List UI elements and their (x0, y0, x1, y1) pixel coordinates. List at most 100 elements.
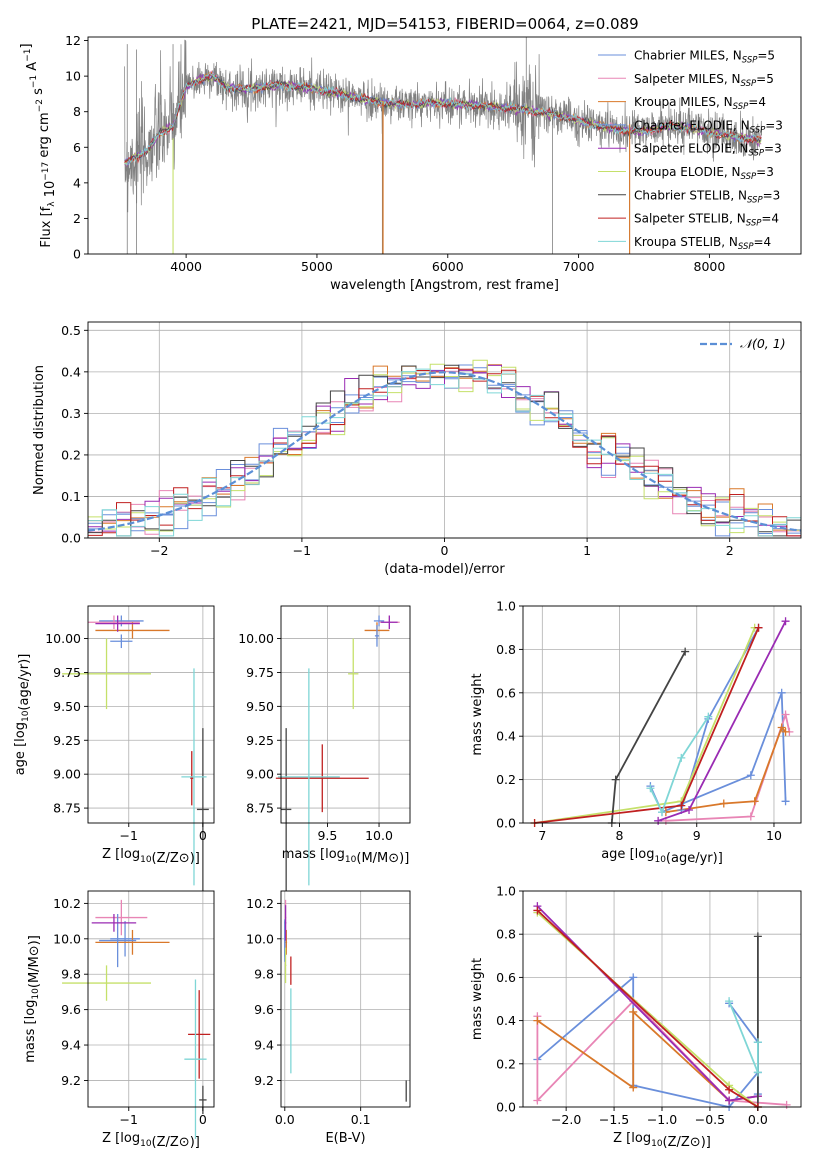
x-tick-label: 9.5 (317, 828, 337, 843)
figure-title: PLATE=2421, MJD=54153, FIBERID=0064, z=0… (251, 15, 638, 33)
label-fragment: 10 (140, 855, 152, 865)
legend-text: Kroupa STELIB, N (634, 235, 738, 249)
weight-marker (658, 808, 666, 817)
y-axis-label: mass weight (470, 673, 485, 755)
y-tick-label: 10.00 (238, 631, 274, 646)
y-tick-label: 0.0 (61, 531, 81, 546)
label-fragment: 10 (21, 710, 31, 722)
x-axis-label: (data-model)/error (384, 562, 505, 577)
y-axis-label: mass [log10(M/M⊙)] (23, 935, 42, 1063)
legend-suffix: =4 (761, 212, 779, 226)
legend-suffix: =4 (748, 95, 766, 109)
y-tick-label: 8.75 (53, 801, 81, 816)
y-tick-label: 9.25 (246, 733, 274, 748)
legend-entry: Salpeter ELODIE, NSSP=3 (634, 142, 782, 159)
x-tick-label: −1 (120, 828, 138, 843)
weight-series-4 (536, 905, 759, 1102)
legend-text: Chabrier STELIB, N (634, 188, 747, 202)
hist-plot-area (88, 359, 801, 537)
legend-suffix: =3 (763, 188, 781, 202)
axes-frame (280, 890, 411, 1108)
weight-marker (654, 816, 663, 825)
x-tick-label: 6000 (432, 259, 464, 274)
weight-marker (533, 906, 542, 915)
mass_vs_Z-panel: −1 09.29.49.69.810.010.2Z [log10(Z/Z⊙)]ma… (23, 890, 215, 1150)
x-tick-label: −0.5 (695, 1112, 725, 1127)
y-axis-label: Normed distribution (32, 365, 47, 495)
label-fragment: −2 (35, 99, 45, 112)
y-tick-label: 0.4 (61, 364, 81, 379)
legend-text: Kroupa MILES, N (634, 95, 733, 109)
legend-sub: SSP (747, 195, 763, 205)
label-fragment: age [ (601, 847, 634, 862)
y-tick-label: 9.8 (254, 967, 274, 982)
histogram-series-8 (88, 368, 801, 537)
legend-sub: SSP (738, 242, 754, 252)
y-tick-label: 9.00 (246, 767, 274, 782)
weight-marker (725, 1085, 734, 1094)
label-fragment: Flux [f (39, 206, 54, 247)
weight-marker (725, 1096, 734, 1105)
x-tick-label: −2.0 (551, 1112, 581, 1127)
weight-series-7 (534, 627, 760, 824)
weight-marker (746, 812, 755, 821)
weight-marker (753, 1038, 762, 1047)
label-fragment: log (635, 847, 655, 862)
axes-frame (522, 605, 802, 824)
label-fragment: 10 (651, 1139, 663, 1149)
x-tick-label: 9 (693, 828, 701, 843)
weight-series-4 (657, 620, 787, 822)
label-fragment: log (13, 722, 28, 742)
legend-text: Salpeter MILES, N (634, 72, 741, 86)
label-fragment: 10 (31, 988, 41, 1000)
y-tick-label: 0.6 (496, 970, 516, 985)
legend-suffix: =3 (765, 118, 783, 132)
x-tick-label: 10 (766, 828, 782, 843)
x-tick-label: −2 (150, 543, 168, 558)
x-tick-label: 7 (538, 828, 546, 843)
y-tick-label: 0.2 (496, 1056, 516, 1071)
spectrum-plot-area (124, 37, 762, 254)
weight-marker (629, 1083, 638, 1092)
label-fragment: erg cm (37, 112, 52, 161)
y-tick-label: 10.0 (53, 931, 81, 946)
label-fragment: ] (19, 43, 34, 48)
label-fragment: −17 (41, 162, 51, 181)
y-tick-label: 9.00 (53, 767, 81, 782)
label-fragment: (age/yr)] (17, 654, 32, 711)
weight-series-3 (728, 1002, 759, 1094)
y-tick-label: 9.4 (61, 1038, 81, 1053)
y-tick-label: 0.8 (496, 642, 516, 657)
y-tick-label: 10 (65, 69, 81, 84)
x-axis-label: Z [log10(Z/Z⊙)] (613, 1131, 711, 1150)
y-tick-label: 9.2 (61, 1073, 81, 1088)
label-fragment: E(B-V) (325, 1131, 365, 1146)
weight-marker (746, 771, 755, 780)
x-tick-label: 8000 (694, 259, 726, 274)
x-tick-label: −1 (120, 1112, 138, 1127)
label-fragment: Z [ (613, 1131, 631, 1146)
y-tick-label: 9.6 (61, 1002, 81, 1017)
weight-marker (781, 727, 790, 736)
y-tick-label: 1.0 (496, 599, 516, 614)
y-tick-label: 4 (73, 175, 81, 190)
x-tick-label: 4000 (170, 259, 202, 274)
label-fragment: log (631, 1131, 651, 1146)
y-tick-label: 0.2 (496, 772, 516, 787)
legend-entry: Chabrier STELIB, NSSP=3 (634, 188, 780, 205)
y-tick-label: 8 (73, 104, 81, 119)
weight-marker (629, 1007, 638, 1016)
y-tick-label: 1.0 (496, 884, 516, 899)
x-tick-label: 0.0 (275, 1112, 295, 1127)
label-fragment: mass [ (23, 1019, 38, 1062)
legend-suffix: =4 (754, 235, 772, 249)
x-axis-label: age [log10(age/yr)] (601, 847, 723, 866)
weight-marker (629, 973, 638, 982)
weight-marker (704, 712, 713, 721)
axes-frame (87, 890, 215, 1108)
y-tick-label: 2 (73, 211, 81, 226)
age_vs_mass-panel: 9.5 10.0 8.75 9.00 9.25 9.50 9.75 10.00 mass [lo… (238, 605, 411, 891)
legend-sub: SSP (750, 125, 766, 135)
